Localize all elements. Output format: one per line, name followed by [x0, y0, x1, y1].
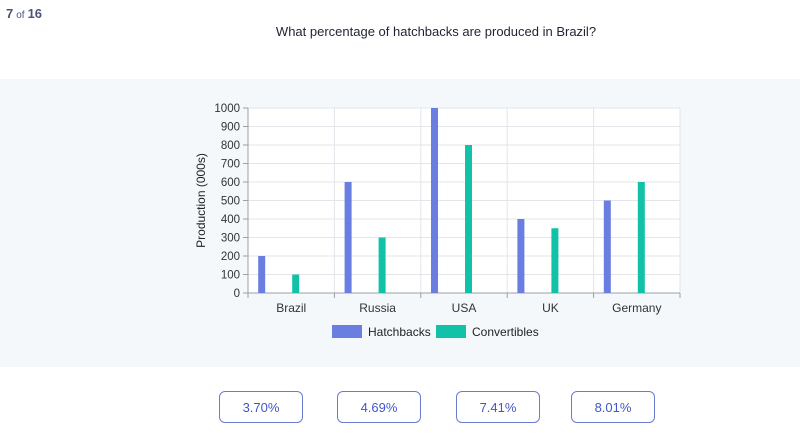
answer-option-1[interactable]: 3.70%: [219, 391, 303, 423]
bar-hatchbacks-uk: [517, 219, 525, 293]
legend-swatch: [436, 325, 466, 338]
bar-hatchbacks-germany: [603, 200, 611, 293]
x-tick-label: Russia: [359, 301, 396, 315]
bar-hatchbacks-usa: [431, 108, 438, 293]
y-tick-label: 900: [221, 122, 240, 134]
legend-swatch: [332, 325, 362, 338]
x-tick-label: USA: [452, 301, 477, 315]
bar-hatchbacks-brazil: [258, 256, 266, 293]
bar-convertibles-germany: [637, 182, 645, 293]
y-tick-label: 400: [221, 214, 240, 226]
bar-hatchbacks-russia: [344, 182, 352, 293]
answer-option-3[interactable]: 7.41%: [456, 391, 540, 423]
counter-of-label: of: [16, 10, 25, 21]
y-tick-label: 600: [221, 177, 240, 189]
legend-label: Convertibles: [472, 325, 539, 339]
chart-panel: 0 100 200 300 400 500 600 700 800 900 1000 Brazil Ru…: [0, 79, 800, 367]
total-questions-number: 16: [27, 6, 43, 21]
y-tick-label: 500: [221, 196, 240, 208]
y-tick-label: 700: [221, 159, 240, 171]
question-counter: 7 of 16: [6, 6, 42, 21]
x-tick-label: Brazil: [276, 301, 306, 315]
bar-chart: 0 100 200 300 400 500 600 700 800 900 1000 Brazil Ru…: [194, 103, 681, 339]
answer-options: 3.70% 4.69% 7.41% 8.01%: [0, 391, 800, 425]
legend-label: Hatchbacks: [368, 325, 431, 339]
y-tick-label: 0: [234, 288, 240, 300]
y-tick-label: 1000: [214, 103, 240, 115]
x-tick-label: Germany: [612, 301, 661, 315]
y-tick-label: 300: [221, 233, 240, 245]
question-text: What percentage of hatchbacks are produc…: [275, 24, 597, 39]
answer-option-2[interactable]: 4.69%: [337, 391, 421, 423]
x-tick-label: UK: [542, 301, 559, 315]
bar-convertibles-russia: [378, 237, 386, 293]
bar-convertibles-brazil: [292, 274, 300, 293]
current-question-number: 7: [6, 6, 14, 21]
y-tick-label: 800: [221, 140, 240, 152]
y-tick-label: 100: [221, 270, 240, 282]
bar-convertibles-usa: [465, 145, 472, 293]
bar-convertibles-uk: [551, 228, 559, 293]
answer-option-4[interactable]: 8.01%: [571, 391, 655, 423]
y-tick-label: 200: [221, 251, 240, 263]
y-axis-label: Production (000s): [194, 153, 208, 248]
